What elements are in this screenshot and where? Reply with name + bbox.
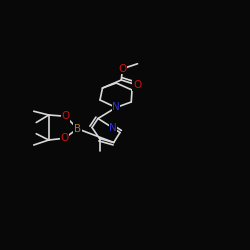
- Text: O: O: [62, 111, 70, 121]
- Text: N: N: [112, 102, 120, 113]
- Text: O: O: [133, 80, 141, 90]
- Text: O: O: [60, 133, 68, 143]
- Text: O: O: [118, 64, 127, 74]
- Text: N: N: [109, 123, 117, 133]
- Text: B: B: [74, 124, 81, 134]
